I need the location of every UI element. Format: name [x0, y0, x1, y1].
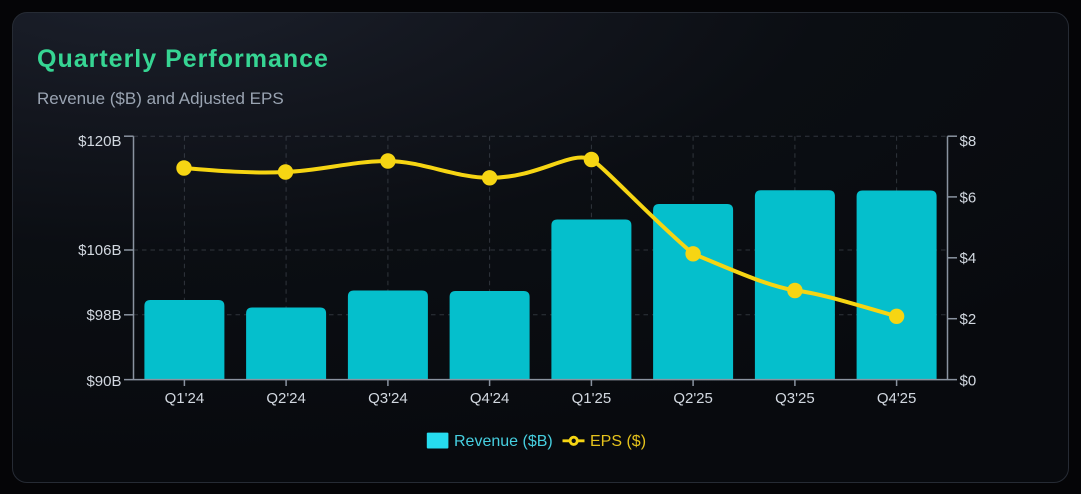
svg-text:Q1'25: Q1'25	[572, 390, 612, 407]
svg-text:Q1'24: Q1'24	[165, 390, 205, 407]
svg-text:$120B: $120B	[78, 133, 121, 150]
svg-text:Q2'24: Q2'24	[266, 390, 306, 407]
svg-text:Q3'24: Q3'24	[368, 390, 408, 407]
svg-text:Q2'25: Q2'25	[673, 390, 713, 407]
svg-text:$6: $6	[960, 189, 977, 206]
svg-text:Q3'25: Q3'25	[775, 390, 815, 407]
svg-text:$90B: $90B	[86, 373, 121, 390]
svg-text:$106B: $106B	[78, 242, 121, 259]
svg-text:Q4'25: Q4'25	[877, 390, 917, 407]
svg-text:$0: $0	[960, 372, 977, 389]
svg-text:$4: $4	[960, 250, 977, 267]
svg-text:$8: $8	[960, 133, 977, 150]
svg-text:$2: $2	[960, 311, 977, 328]
svg-text:Q4'24: Q4'24	[470, 390, 510, 407]
svg-text:$98B: $98B	[86, 307, 121, 324]
